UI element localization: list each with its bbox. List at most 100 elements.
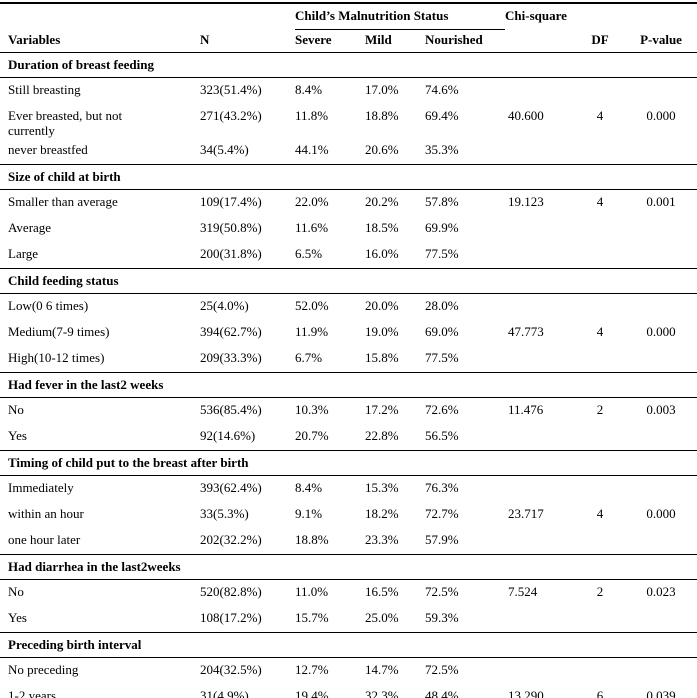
cell-p-value <box>625 216 697 242</box>
cell-chi-square <box>505 657 575 684</box>
cell-mild: 15.8% <box>365 349 399 365</box>
cell-df <box>575 606 625 633</box>
section-title: Child feeding status <box>0 267 697 294</box>
cell-mild: 25.0% <box>365 609 399 625</box>
header-mild: Mild <box>365 31 392 47</box>
table-row: within an hour 33(5.3%) 9.1% 18.2% 72.7% 23.7… <box>0 502 697 528</box>
section-header-row: Had diarrhea in the last2weeks <box>0 553 697 580</box>
cell-variable: No <box>8 401 24 417</box>
cell-nourished: 69.9% <box>425 219 459 235</box>
cell-p-value: 0.000 <box>646 505 676 521</box>
cell-p-value <box>625 242 697 269</box>
cell-mild: 20.0% <box>365 297 399 313</box>
cell-nourished: 76.3% <box>425 479 459 495</box>
cell-df: 4 <box>596 107 604 123</box>
cell-p-value <box>625 77 697 104</box>
cell-severe: 20.7% <box>295 427 329 443</box>
cell-variable: No preceding <box>8 661 79 677</box>
cell-variable: within an hour <box>8 505 84 521</box>
cell-chi-square: 19.123 <box>508 193 544 209</box>
cell-p-value <box>625 606 697 633</box>
cell-chi-square <box>505 138 575 165</box>
cell-p-value: 0.039 <box>646 687 676 698</box>
header-p-value: P-value <box>640 31 682 47</box>
cell-n: 108(17.2%) <box>200 609 262 625</box>
cell-variable: Immediately <box>8 479 74 495</box>
table-row: No 536(85.4%) 10.3% 17.2% 72.6% 11.476 2 0.003 <box>0 397 697 424</box>
table-header: Variables N Child’s Malnutrition Status … <box>0 3 697 52</box>
cell-df <box>575 657 625 684</box>
header-n: N <box>200 31 210 47</box>
cell-n: 323(51.4%) <box>200 81 262 97</box>
section-header-row: Duration of breast feeding <box>0 51 697 78</box>
cell-df: 4 <box>596 323 604 339</box>
cell-n: 34(5.4%) <box>200 141 249 157</box>
section-header-row: Preceding birth interval <box>0 631 697 658</box>
cell-n: 520(82.8%) <box>200 583 262 599</box>
cell-p-value <box>625 138 697 165</box>
cell-nourished: 72.7% <box>425 505 459 521</box>
cell-mild: 14.7% <box>365 661 399 677</box>
cell-severe: 11.6% <box>295 219 329 235</box>
cell-p-value: 0.003 <box>646 401 676 417</box>
table-row: Smaller than average 109(17.4%) 22.0% 20.2%… <box>0 189 697 216</box>
cell-severe: 11.9% <box>295 323 329 339</box>
cell-n: 25(4.0%) <box>200 297 249 313</box>
cell-mild: 15.3% <box>365 479 399 495</box>
cell-nourished: 77.5% <box>425 349 459 365</box>
cell-mild: 16.0% <box>365 245 399 261</box>
header-malnutrition-status: Child’s Malnutrition Status <box>295 3 506 30</box>
cell-variable: Yes <box>8 427 27 443</box>
cell-severe: 44.1% <box>295 141 329 157</box>
table-row: one hour later 202(32.2%) 18.8% 23.3% 57.9% <box>0 528 697 555</box>
table-row: High(10-12 times) 209(33.3%) 6.7% 15.8% 77.5… <box>0 346 697 373</box>
cell-mild: 18.2% <box>365 505 399 521</box>
cell-severe: 8.4% <box>295 479 323 495</box>
cell-severe: 6.5% <box>295 245 323 261</box>
table-body: Duration of breast feeding Still breastin… <box>0 51 697 698</box>
section-title: Timing of child put to the breast after … <box>0 449 697 476</box>
cell-mild: 16.5% <box>365 583 399 599</box>
cell-n: 33(5.3%) <box>200 505 249 521</box>
table-row: never breastfed 34(5.4%) 44.1% 20.6% 35.3% <box>0 138 697 165</box>
cell-variable: Ever breasted, but not currently <box>8 107 123 138</box>
cell-chi-square <box>505 346 575 373</box>
cell-nourished: 56.5% <box>425 427 459 443</box>
cell-variable: Yes <box>8 609 27 625</box>
cell-p-value: 0.000 <box>646 107 676 123</box>
cell-p-value: 0.000 <box>646 323 676 339</box>
cell-n: 209(33.3%) <box>200 349 262 365</box>
cell-n: 109(17.4%) <box>200 193 262 209</box>
cell-variable: never breastfed <box>8 141 88 157</box>
section-title: Had diarrhea in the last2weeks <box>0 553 697 580</box>
table-row: Yes 108(17.2%) 15.7% 25.0% 59.3% <box>0 606 697 633</box>
cell-n: 92(14.6%) <box>200 427 256 443</box>
table-row: Ever breasted, but not currently 271(43.2… <box>0 104 697 138</box>
cell-n: 394(62.7%) <box>200 323 262 339</box>
cell-chi-square <box>505 77 575 104</box>
cell-mild: 18.5% <box>365 219 399 235</box>
cell-mild: 23.3% <box>365 531 399 547</box>
table-row: No 520(82.8%) 11.0% 16.5% 72.5% 7.524 2 0.023 <box>0 579 697 606</box>
cell-severe: 52.0% <box>295 297 329 313</box>
cell-mild: 20.2% <box>365 193 399 209</box>
header-row-top: Variables N Child’s Malnutrition Status … <box>0 3 697 47</box>
cell-nourished: 69.4% <box>425 107 459 123</box>
cell-df <box>575 528 625 555</box>
cell-chi-square: 7.524 <box>508 583 538 599</box>
table-row: Yes 92(14.6%) 20.7% 22.8% 56.5% <box>0 424 697 451</box>
section-header-row: Size of child at birth <box>0 163 697 190</box>
cell-p-value: 0.001 <box>646 193 676 209</box>
cell-n: 200(31.8%) <box>200 245 262 261</box>
cell-severe: 8.4% <box>295 81 323 97</box>
cell-nourished: 72.6% <box>425 401 459 417</box>
cell-severe: 11.0% <box>295 583 329 599</box>
section-header-row: Had fever in the last2 weeks <box>0 371 697 398</box>
cell-nourished: 48.4% <box>425 687 459 698</box>
cell-df <box>575 138 625 165</box>
cell-severe: 11.8% <box>295 107 329 123</box>
header-nourished: Nourished <box>425 31 483 47</box>
cell-mild: 19.0% <box>365 323 399 339</box>
